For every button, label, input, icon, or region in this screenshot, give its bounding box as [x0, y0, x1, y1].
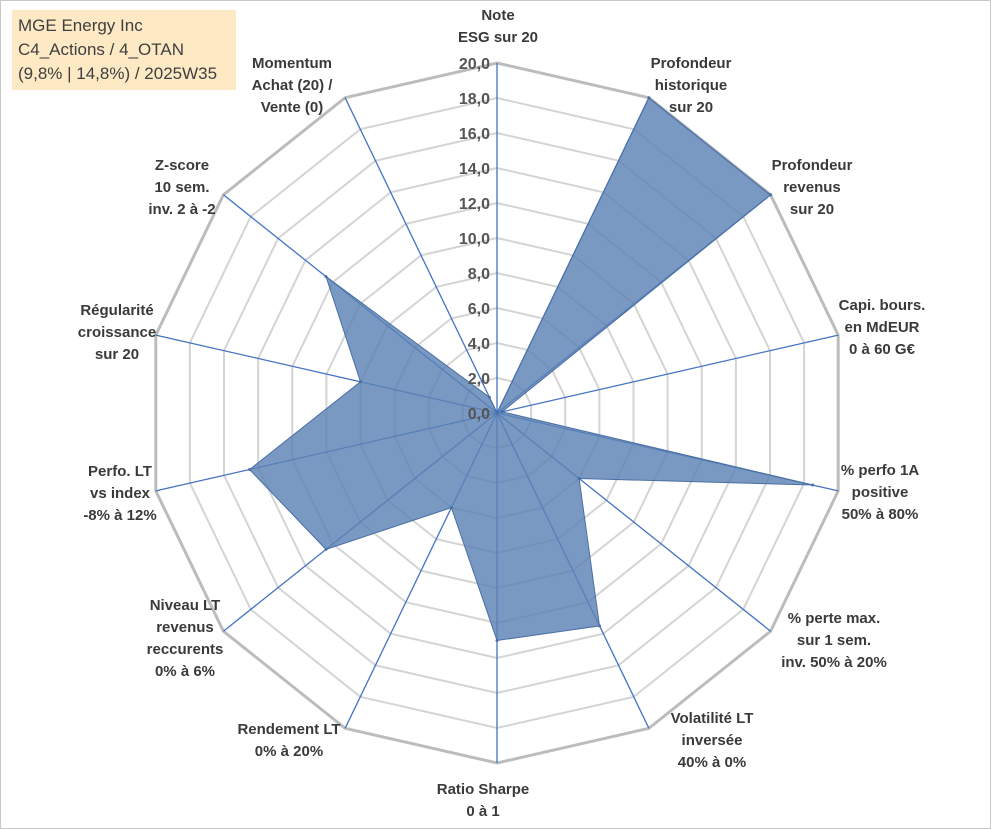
axis-label-line: inv. 50% à 20%: [781, 654, 887, 671]
axis-label-line: Rendement LT: [237, 721, 340, 738]
axis-spoke: [496, 334, 839, 414]
axis-label-line: Vente (0): [261, 99, 324, 116]
portfolio-category: C4_Actions / 4_OTAN: [18, 40, 184, 59]
axis-label-line: inv. 2 à -2: [148, 201, 215, 218]
axis-label: Profondeur revenus sur 20: [772, 157, 853, 218]
axis-label-line: revenus: [783, 179, 841, 196]
data-point: [647, 96, 651, 100]
axis-label-line: positive: [852, 484, 909, 501]
data-point: [324, 547, 328, 551]
axis-label: Momentum Achat (20) / Vente (0): [252, 55, 334, 116]
axis-label-line: Capi. bours.: [839, 297, 926, 314]
tick-label: 18,0: [459, 91, 490, 108]
axis-label-line: sur 20: [669, 99, 713, 116]
tick-label: 6,0: [468, 301, 490, 318]
axis-label-line: Volatilité LT: [671, 710, 754, 727]
data-point: [324, 275, 328, 279]
axis-label-line: revenus: [156, 619, 214, 636]
data-point: [598, 624, 601, 628]
axis-label-line: % perte max.: [788, 610, 881, 627]
tick-label: 14,0: [459, 161, 490, 178]
axis-label-line: sur 20: [95, 346, 139, 363]
axis-label-line: 0% à 6%: [155, 663, 215, 680]
tick-label: 0,0: [468, 406, 490, 423]
axis-label-line: 0 à 1: [466, 803, 499, 820]
axis-label-line: Achat (20) /: [252, 77, 334, 94]
axis-label: Volatilité LT inversée 40% à 0%: [671, 710, 754, 771]
tick-label: 4,0: [468, 336, 490, 353]
axis-label-line: sur 20: [790, 201, 834, 218]
axis-label-line: en MdEUR: [845, 319, 920, 336]
tick-label: 16,0: [459, 126, 490, 143]
axis-spoke: [344, 97, 498, 414]
axis-label: Ratio Sharpe 0 à 1: [437, 781, 530, 820]
data-point: [248, 468, 252, 471]
axis-label: Niveau LT revenus reccurents 0% à 6%: [147, 597, 224, 680]
axis-label-line: Profondeur: [651, 55, 732, 72]
axis-label-line: % perfo 1A: [841, 462, 920, 479]
axis-label: Rendement LT 0% à 20%: [237, 721, 340, 760]
axis-label-line: 50% à 80%: [842, 506, 919, 523]
axis-label-line: sur 1 sem.: [797, 632, 871, 649]
data-point: [577, 477, 581, 480]
data-point: [811, 483, 815, 487]
axis-label-line: Note: [481, 7, 514, 24]
axis-label: Capi. bours. en MdEUR 0 à 60 G€: [839, 297, 926, 358]
axis-label-line: croissance: [78, 324, 156, 341]
axis-label-line: -8% à 12%: [83, 507, 156, 524]
axis-label-line: Profondeur: [772, 157, 853, 174]
axis-label-line: Perfo. LT: [88, 463, 152, 480]
axis-label-line: Ratio Sharpe: [437, 781, 530, 798]
axis-label-line: 0 à 60 G€: [849, 341, 916, 358]
axis-label: % perfo 1A positive 50% à 80%: [841, 462, 920, 523]
tick-label: 20,0: [459, 56, 490, 73]
axis-label: Z-score 10 sem. inv. 2 à -2: [148, 157, 215, 218]
data-point: [487, 395, 491, 399]
axis-label-line: 40% à 0%: [678, 754, 746, 771]
axis-label: % perte max. sur 1 sem. inv. 50% à 20%: [781, 610, 887, 671]
axis-label-line: reccurents: [147, 641, 224, 658]
data-point: [500, 410, 504, 414]
axis-label-line: 10 sem.: [154, 179, 209, 196]
axis-label-line: Niveau LT: [150, 597, 221, 614]
data-area: [248, 96, 813, 642]
axis-label-line: historique: [655, 77, 728, 94]
axis-label-line: Momentum: [252, 55, 332, 72]
axis-label-line: 0% à 20%: [255, 743, 323, 760]
tick-label: 10,0: [459, 231, 490, 248]
axis-label: Profondeur historique sur 20: [651, 55, 732, 116]
axis-label-line: vs index: [90, 485, 151, 502]
data-point: [359, 380, 362, 384]
axis-label-line: Z-score: [155, 157, 209, 174]
axis-label: Note ESG sur 20: [458, 7, 538, 46]
period-info: (9,8% | 14,8%) / 2025W35: [18, 64, 218, 83]
company-name: MGE Energy Inc: [18, 16, 143, 35]
chart-title-box: MGE Energy Inc C4_Actions / 4_OTAN (9,8%…: [12, 10, 236, 90]
data-point: [769, 193, 773, 197]
tick-label: 12,0: [459, 196, 490, 213]
axis-label-line: Régularité: [80, 302, 153, 319]
data-point: [495, 639, 499, 642]
axis-label-line: ESG sur 20: [458, 29, 538, 46]
data-point: [495, 411, 499, 415]
axis-label-line: inversée: [682, 732, 743, 749]
tick-label: 2,0: [468, 371, 490, 388]
axis-label: Régularité croissance sur 20: [78, 302, 156, 363]
tick-label: 8,0: [468, 266, 490, 283]
axis-label: Perfo. LT vs index -8% à 12%: [83, 463, 156, 524]
data-point: [449, 506, 453, 510]
